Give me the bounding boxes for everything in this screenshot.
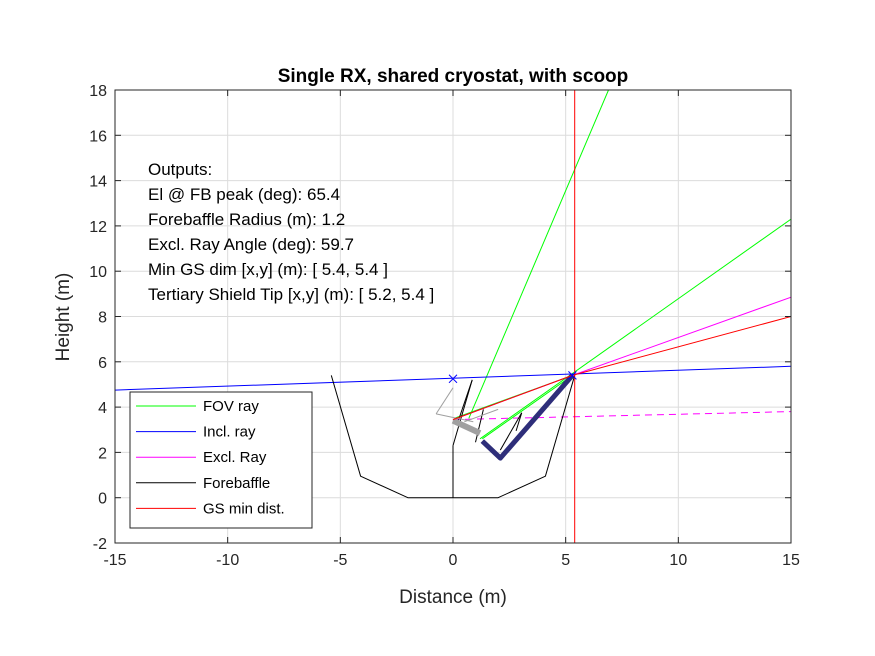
y-tick-label: 8 (98, 310, 107, 327)
legend-label: Incl. ray (203, 424, 256, 441)
annotation-line: Tertiary Shield Tip [x,y] (m): [ 5.2, 5.… (148, 285, 434, 304)
x-tick-label: 15 (782, 552, 800, 569)
series-line (452, 374, 573, 421)
outputs-annotation: Outputs: El @ FB peak (deg): 65.4 Forebaff… (148, 160, 434, 304)
series-gs-min-dist- (452, 90, 791, 543)
annotation-line: Min GS dim [x,y] (m): [ 5.4, 5.4 ] (148, 260, 388, 279)
marker-x (568, 371, 577, 380)
series-line (480, 373, 575, 461)
series-line (499, 412, 523, 451)
y-tick-label: -2 (93, 536, 107, 553)
y-tick-label: 10 (89, 264, 107, 281)
chart-title: Single RX, shared cryostat, with scoop (278, 66, 629, 87)
y-tick-label: 18 (89, 83, 107, 100)
series-line (464, 408, 499, 423)
y-tick-label: 14 (89, 174, 107, 191)
series-line (515, 412, 523, 432)
y-tick-label: 16 (89, 128, 107, 145)
x-tick-label: -10 (216, 552, 239, 569)
y-tick-label: 4 (98, 400, 107, 417)
series-layer (115, 90, 791, 543)
series-tertiary-shield (480, 373, 575, 461)
legend-box (129, 391, 313, 529)
series-line (572, 296, 791, 376)
y-tick-label: 2 (98, 445, 107, 462)
y-tick-label: 12 (89, 219, 107, 236)
x-tick-label: 5 (561, 552, 570, 569)
series-line (479, 218, 791, 440)
series-receiver-outline-gray- (435, 387, 499, 423)
series-line (451, 417, 482, 436)
legend-label: Forebaffle (203, 475, 270, 492)
x-tick-label: -15 (103, 552, 126, 569)
series-line (468, 90, 609, 419)
annotation-line: El @ FB peak (deg): 65.4 (148, 185, 340, 204)
series-excl-ray-dashed- (452, 411, 791, 421)
series-line (457, 379, 473, 424)
plot-content (115, 90, 791, 543)
y-tick-label: 0 (98, 491, 107, 508)
legend-label: GS min dist. (203, 500, 285, 517)
annotation-line: Excl. Ray Angle (deg): 59.7 (148, 235, 354, 254)
legend: FOV ray Incl. ray Excl. Ray Forebaffle GS mi… (129, 391, 313, 529)
x-axis-label: Distance (m) (399, 587, 507, 608)
series-scoop-gray- (451, 417, 482, 436)
y-axis-label: Height (m) (53, 273, 74, 362)
series-line (482, 374, 573, 440)
tick-labels: -15 -10 -5 0 5 10 15 -2 0 2 4 6 8 10 12 14 16 18 (89, 83, 800, 569)
x-tick-label: 10 (669, 552, 687, 569)
annotation-line: Forebaffle Radius (m): 1.2 (148, 210, 345, 229)
y-tick-label: 6 (98, 355, 107, 372)
series-line (435, 387, 454, 415)
x-tick-label: -5 (333, 552, 347, 569)
ticks (114, 89, 792, 544)
annotation-line: Outputs: (148, 160, 212, 179)
series-line (452, 411, 791, 421)
x-tick-label: 0 (449, 552, 458, 569)
series-line (572, 316, 791, 376)
marker-x (448, 374, 458, 384)
legend-label: Excl. Ray (203, 449, 267, 466)
series-markers (448, 371, 577, 384)
series-line (452, 379, 473, 446)
legend-label: FOV ray (203, 398, 259, 415)
